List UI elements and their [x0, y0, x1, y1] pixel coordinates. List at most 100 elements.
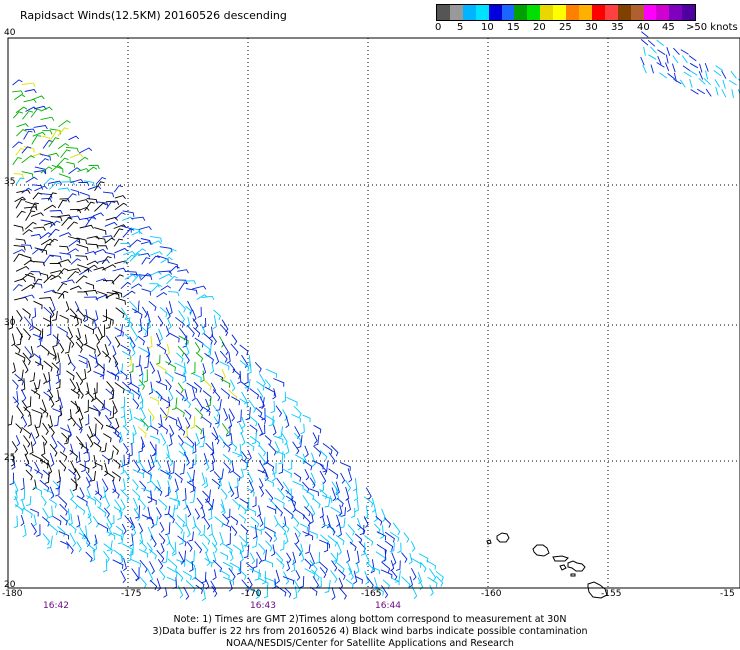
wind-barb-1154 [60, 540, 69, 549]
wind-barb-1030 [20, 514, 25, 527]
wind-barb-809 [166, 460, 171, 475]
wind-barb-280 [134, 300, 140, 314]
wind-barb-1225 [364, 551, 370, 565]
wind-barb-1408 [721, 88, 727, 98]
wind-barb-569 [138, 399, 144, 410]
wind-barb-1037 [87, 513, 92, 525]
wind-barb-407 [221, 341, 229, 356]
wind-barb-914 [86, 488, 91, 500]
wind-barb-575 [196, 398, 204, 412]
wind-barb-1147 [345, 532, 354, 545]
wind-barb-480 [143, 369, 148, 383]
wind-barb-61 [15, 177, 25, 186]
wind-barb-139 [30, 233, 42, 239]
wind-barb-1113 [42, 533, 51, 546]
wind-barb-103 [84, 201, 95, 212]
wind-barb-176 [66, 248, 79, 255]
wind-barb-283 [168, 300, 173, 316]
wind-barb-312 [23, 316, 32, 330]
wind-barb-262 [168, 290, 180, 297]
wind-barb-586 [16, 405, 24, 419]
wind-barb-728 [83, 442, 88, 455]
wind-barb-973 [252, 496, 257, 508]
wind-barb-1251 [276, 557, 285, 569]
wind-barb-561 [70, 400, 81, 413]
wind-barb-823 [287, 459, 293, 471]
wind-barb-1033 [52, 516, 62, 526]
wind-barb-1385 [659, 72, 668, 79]
wind-barb-1085 [147, 526, 154, 541]
wind-barb-801 [94, 462, 103, 471]
wind-barb-257 [120, 282, 132, 290]
wind-barb-402 [177, 345, 185, 357]
wind-barb-328 [166, 317, 172, 330]
time-label-1642: 16:42 [43, 601, 69, 611]
wind-barb-1062 [309, 513, 314, 525]
wind-barb-1180 [294, 542, 303, 557]
wind-barb-616 [282, 409, 288, 421]
wind-barb-603 [163, 406, 170, 418]
wind-barb-1034 [59, 514, 68, 526]
wind-barb-1084 [138, 522, 144, 534]
wind-barb-442 [56, 362, 61, 377]
wind-barb-158 [59, 245, 70, 251]
wind-barb-489 [232, 368, 241, 380]
wind-barb-929 [220, 488, 228, 500]
wind-barb-990 [42, 507, 49, 521]
wind-barb-692 [75, 436, 84, 449]
wind-barb-492 [259, 373, 266, 387]
wind-barb-557 [26, 396, 32, 408]
wind-barb-295 [77, 308, 86, 322]
wind-barb-1117 [78, 532, 89, 543]
wind-barb-891 [227, 481, 232, 494]
legend-label-35: 35 [611, 22, 624, 33]
wind-barb-1112 [392, 522, 401, 536]
wind-barb-179 [93, 248, 107, 254]
wind-barb-591 [58, 405, 63, 418]
wind-barb-1226 [375, 551, 386, 562]
wind-barb-1018 [294, 508, 305, 520]
wind-barb-339 [46, 324, 52, 337]
wind-barb-1247 [236, 561, 242, 575]
wind-barb-1386 [667, 73, 675, 80]
wind-barb-400 [156, 343, 167, 355]
wind-barb-351 [158, 328, 164, 342]
wind-barb-1338 [435, 575, 444, 587]
wind-barb-260 [150, 284, 163, 293]
wind-barb-1015 [266, 505, 277, 514]
wind-barb-401 [165, 343, 171, 356]
wind-barb-825 [312, 460, 324, 470]
wind-barb-208 [30, 271, 42, 276]
wind-barb-866 [347, 468, 353, 483]
wind-barb-1095 [240, 524, 249, 535]
wind-barb-43 [12, 157, 22, 166]
wind-barb-518 [229, 379, 236, 392]
wind-barb-1345 [247, 587, 259, 597]
wind-barb-964 [173, 499, 180, 510]
wind-barb-301 [131, 308, 143, 319]
wind-barb-468 [43, 373, 48, 385]
wind-barb-326 [146, 319, 151, 330]
wind-barb-332 [201, 317, 207, 329]
wind-barb-663 [123, 425, 130, 436]
wind-barb-38 [39, 153, 51, 161]
wind-barb-392 [84, 343, 96, 354]
wind-barb-374 [148, 336, 153, 349]
wind-barb-1382 [699, 63, 703, 73]
wind-barb-217 [112, 267, 127, 272]
wind-barb-1337 [427, 576, 438, 588]
wind-barb-290 [31, 307, 37, 319]
wind-barb-958 [120, 498, 126, 511]
island-kauai [496, 532, 510, 543]
wind-barb-764 [85, 452, 90, 463]
wind-barb-212 [67, 268, 81, 273]
wind-barb-1133 [219, 531, 224, 546]
wind-barb-955 [93, 496, 102, 508]
wind-barb-545 [202, 390, 212, 401]
wind-barb-1296 [364, 571, 370, 585]
wind-barb-207 [24, 273, 36, 282]
wind-barb-1302 [417, 571, 423, 585]
wind-barb-369 [106, 335, 112, 347]
wind-barb-477 [120, 370, 128, 381]
wind-barb-940 [319, 488, 328, 500]
